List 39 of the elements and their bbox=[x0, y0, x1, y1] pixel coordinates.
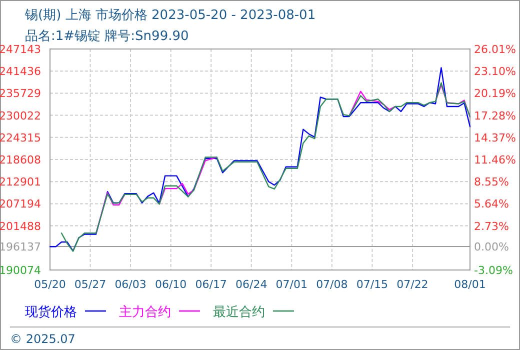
chart-subtitle: 品名:1#锡锭 牌号:Sn99.90 bbox=[25, 29, 189, 44]
y-tick-label: 207194 bbox=[0, 198, 41, 211]
x-tick-label: 06/24 bbox=[236, 278, 268, 291]
x-tick-label: 08/01 bbox=[454, 278, 486, 291]
y-tick-label: 235729 bbox=[0, 87, 41, 100]
y2-tick-label: 26.01% bbox=[474, 43, 516, 56]
y-tick-label: 241436 bbox=[0, 65, 41, 78]
y2-tick-label: 8.55% bbox=[474, 176, 509, 189]
x-tick-label: 07/15 bbox=[356, 278, 388, 291]
x-tick-label: 06/10 bbox=[154, 278, 187, 291]
x-tick-label: 05/20 bbox=[34, 278, 66, 291]
y2-tick-label: 11.46% bbox=[474, 154, 516, 166]
x-tick-label: 06/03 bbox=[114, 278, 146, 291]
y2-tick-label: 0.00% bbox=[474, 240, 509, 254]
x-tick-label: 07/08 bbox=[316, 278, 348, 291]
y-tick-label: 230022 bbox=[0, 109, 41, 122]
x-tick-label: 06/17 bbox=[195, 278, 227, 291]
y2-tick-label: 5.64% bbox=[474, 198, 509, 211]
y2-tick-label: 17.28% bbox=[474, 109, 516, 122]
chart-title: 锡(期) 上海 市场价格 2023-05-20 - 2023-08-01 bbox=[24, 8, 316, 23]
legend-label: 主力合约 bbox=[119, 304, 171, 320]
x-tick-label: 05/27 bbox=[74, 278, 106, 291]
y-tick-label: 218608 bbox=[0, 154, 41, 166]
y-tick-label: 201488 bbox=[0, 220, 41, 233]
x-tick-label: 07/01 bbox=[276, 278, 308, 291]
y2-tick-label: 14.37% bbox=[474, 131, 516, 144]
y2-tick-label: -3.09% bbox=[474, 264, 513, 277]
y-tick-label: 196137 bbox=[0, 240, 41, 254]
legend-label: 现货价格 bbox=[25, 305, 77, 320]
text: © 2025.07 bbox=[10, 332, 76, 346]
y-tick-label: 212901 bbox=[0, 176, 41, 189]
y2-tick-label: 20.19% bbox=[474, 87, 516, 100]
x-tick-label: 07/22 bbox=[396, 278, 428, 291]
y2-tick-label: 2.73% bbox=[474, 220, 509, 233]
legend-label: 最近合约 bbox=[213, 305, 265, 320]
y-tick-label: 224315 bbox=[0, 131, 41, 144]
y-tick-label: 190074 bbox=[0, 264, 41, 277]
y-tick-label: 247143 bbox=[0, 43, 41, 56]
y2-tick-label: 23.10% bbox=[474, 65, 516, 78]
